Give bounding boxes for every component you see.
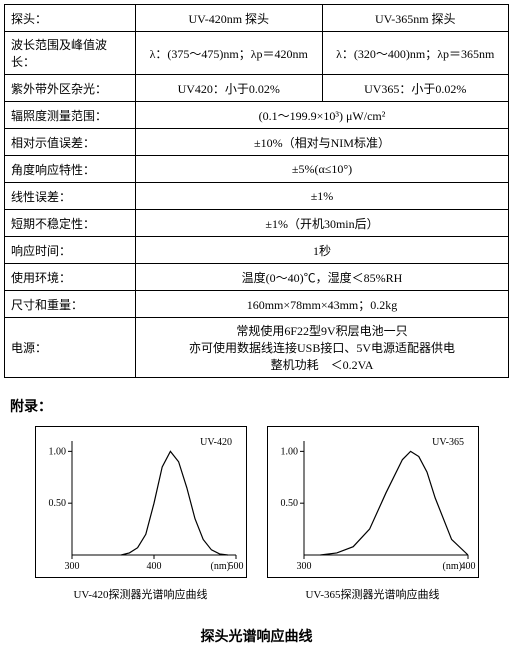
row-label: 尺寸和重量： (5, 291, 136, 318)
row-value: ±1% (136, 183, 509, 210)
svg-text:0.50: 0.50 (280, 498, 298, 509)
row-label: 电源： (5, 318, 136, 378)
appendix-title: 附录： (10, 396, 509, 416)
svg-text:400: 400 (460, 561, 475, 572)
row-label: 紫外带外区杂光： (5, 75, 136, 102)
charts-area: 300400500(nm)0.501.00UV-420 UV-420探测器光谱响… (4, 426, 509, 602)
row-value: ±5%(α≤10°) (136, 156, 509, 183)
row-value: (0.1～199.9×10³) μW/cm² (136, 102, 509, 129)
chart-uv365: 300 400(nm) 0.50 1.00 UV-365 UV-365探测器光谱响应曲线 (267, 426, 479, 602)
svg-text:0.50: 0.50 (48, 498, 66, 509)
row-label: 响应时间： (5, 237, 136, 264)
row-value-2: UV-365nm 探头 (322, 5, 509, 32)
row-value: ±10%（相对与NIM标准） (136, 129, 509, 156)
chart2-caption: UV-365探测器光谱响应曲线 (267, 586, 479, 602)
svg-text:400: 400 (146, 561, 161, 572)
charts-title: 探头光谱响应曲线 (4, 626, 509, 646)
row-label: 相对示值误差： (5, 129, 136, 156)
row-value-1: UV420：小于0.02% (136, 75, 323, 102)
row-label: 辐照度测量范围： (5, 102, 136, 129)
svg-text:UV-365: UV-365 (432, 437, 464, 448)
svg-text:300: 300 (64, 561, 79, 572)
row-label: 波长范围及峰值波长： (5, 32, 136, 75)
svg-text:(nm): (nm) (210, 561, 229, 572)
row-label: 短期不稳定性： (5, 210, 136, 237)
row-value: 1秒 (136, 237, 509, 264)
svg-text:300: 300 (296, 561, 311, 572)
row-label: 角度响应特性： (5, 156, 136, 183)
row-value-2: UV365：小于0.02% (322, 75, 509, 102)
row-value: 常规使用6F22型9V积层电池一只亦可使用数据线连接USB接口、5V电源适配器供… (136, 318, 509, 378)
spec-table: 探头：UV-420nm 探头UV-365nm 探头波长范围及峰值波长：λ：(37… (4, 4, 509, 378)
row-label: 线性误差： (5, 183, 136, 210)
svg-text:(nm): (nm) (442, 561, 461, 572)
row-value: ±1%（开机30min后） (136, 210, 509, 237)
row-value-1: λ：(375～475)nm；λp＝420nm (136, 32, 323, 75)
chart1-caption: UV-420探测器光谱响应曲线 (35, 586, 247, 602)
row-value-1: UV-420nm 探头 (136, 5, 323, 32)
row-value: 温度(0～40)℃，湿度＜85%RH (136, 264, 509, 291)
row-value-2: λ：(320～400)nm；λp＝365nm (322, 32, 509, 75)
row-label: 使用环境： (5, 264, 136, 291)
row-value: 160mm×78mm×43mm；0.2kg (136, 291, 509, 318)
svg-text:1.00: 1.00 (280, 446, 298, 457)
svg-text:1.00: 1.00 (48, 446, 66, 457)
svg-text:UV-420: UV-420 (200, 437, 232, 448)
chart-uv420: 300 400 500(nm) 0.50 1.00 UV-420 UV-420探测器光谱响… (35, 426, 247, 602)
row-label: 探头： (5, 5, 136, 32)
svg-text:500: 500 (228, 561, 243, 572)
